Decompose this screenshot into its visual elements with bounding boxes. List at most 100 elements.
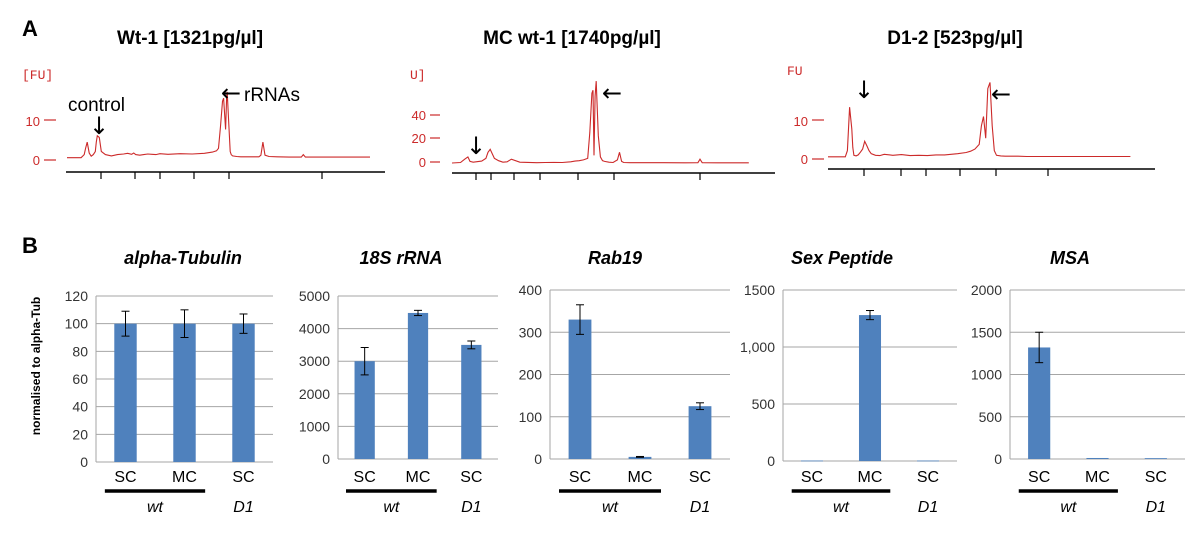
x-category-label: SC: [232, 469, 254, 486]
rrna-arrow-icon: ←: [991, 80, 1011, 108]
control-arrow-icon: ↓: [466, 132, 486, 160]
y-tick-label: 0: [534, 451, 542, 467]
x-category-label: SC: [801, 469, 823, 486]
x-category-label: MC: [1085, 469, 1110, 486]
electropherogram-2-ytick-0: 0: [419, 155, 426, 170]
y-tick-label: 3000: [299, 353, 330, 369]
x-category-label: SC: [689, 469, 711, 486]
electropherogram-3-ytick-0: 0: [801, 152, 808, 167]
bar: [1086, 457, 1109, 459]
y-tick-label: 100: [519, 409, 543, 425]
annotation-rrnas-label: rRNAs: [244, 85, 300, 106]
control-arrow-icon: ↓: [89, 112, 109, 140]
y-tick-label: 500: [979, 409, 1003, 425]
y-tick-label: 60: [72, 371, 88, 387]
bar: [173, 323, 196, 462]
y-tick-label: 20: [72, 426, 88, 442]
bar-chart-18s-rrna: 18S rRNA 0 1000 2000 3000 4000 5000 SC MC SC wt D1: [299, 248, 498, 516]
x-category-label: SC: [354, 469, 376, 486]
y-tick-label: 120: [65, 288, 89, 304]
bar: [1144, 458, 1167, 459]
y-tick-label: 0: [322, 451, 330, 467]
electropherogram-3-trace: [828, 82, 1131, 158]
y-tick-label: 0: [994, 451, 1002, 467]
electropherogram-1-ytick-0: 0: [33, 153, 40, 168]
y-tick-label: 1000: [299, 418, 330, 434]
electropherogram-2-unit: U]: [410, 68, 426, 83]
bar: [232, 323, 255, 462]
bar-chart-msa: MSA 0 500 1000 1500 2000 SC MC SC wt D1: [971, 248, 1185, 516]
electropherogram-2-ytick-20: 20: [412, 131, 426, 146]
x-category-label: SC: [569, 469, 591, 486]
group-label-d1: D1: [1146, 499, 1166, 516]
bar: [688, 406, 712, 459]
y-tick-label: 1500: [744, 282, 775, 298]
rrna-arrow-icon: ←: [221, 79, 241, 107]
y-tick-label: 80: [72, 343, 88, 359]
bar: [461, 344, 482, 459]
bar: [800, 460, 824, 462]
electropherogram-2-ytick-40: 40: [412, 108, 426, 123]
annotation-control-label: control: [68, 95, 125, 116]
bar: [628, 456, 652, 459]
bar: [407, 312, 429, 459]
x-category-label: MC: [172, 469, 197, 486]
y-tick-label: 200: [519, 367, 543, 383]
x-category-label: SC: [1145, 469, 1167, 486]
group-label-wt: wt: [383, 499, 400, 516]
y-tick-label: 0: [80, 454, 88, 470]
electropherogram-2-trace: [451, 81, 749, 164]
x-category-label: MC: [406, 469, 431, 486]
bar: [354, 361, 375, 459]
group-label-d1: D1: [918, 499, 938, 516]
y-tick-label: 500: [752, 396, 776, 412]
bar-chart-title: 18S rRNA: [359, 248, 442, 268]
x-category-label: SC: [1028, 469, 1050, 486]
electropherogram-3-unit: FU: [787, 64, 803, 79]
electropherogram-1: Wt-1 [1321pg/µl] [FU] 10 0 control ↓ ← r…: [22, 28, 385, 179]
y-tick-label: 400: [519, 282, 543, 298]
x-category-label: SC: [460, 469, 482, 486]
electropherogram-1-title: Wt-1 [1321pg/µl]: [117, 28, 263, 49]
y-tick-label: 100: [65, 316, 89, 332]
bar-chart-sex-peptide: Sex Peptide 0 500 1,000 1500 SC MC SC wt D1: [740, 248, 957, 516]
electropherogram-3-ytick-10: 10: [794, 114, 808, 129]
group-label-d1: D1: [461, 499, 481, 516]
group-label-d1: D1: [690, 499, 710, 516]
x-category-label: SC: [114, 469, 136, 486]
bar-chart-alpha-tubulin: alpha-Tubulin 0 20 40 60 80 100 120 SC MC SC wt D1: [65, 248, 273, 516]
group-label-wt: wt: [833, 499, 850, 516]
y-tick-label: 300: [519, 324, 543, 340]
rrna-arrow-icon: ←: [602, 79, 622, 107]
y-tick-label: 1000: [971, 367, 1002, 383]
bar: [114, 323, 137, 462]
y-tick-label: 5000: [299, 288, 330, 304]
bar: [1028, 347, 1051, 459]
bar: [568, 319, 592, 459]
group-label-wt: wt: [147, 499, 164, 516]
y-tick-label: 40: [72, 399, 88, 415]
electropherogram-2-title: MC wt-1 [1740pg/µl]: [483, 28, 661, 49]
x-category-label: SC: [917, 469, 939, 486]
electropherogram-3-title: D1-2 [523pg/µl]: [887, 28, 1023, 49]
y-tick-label: 1500: [971, 324, 1002, 340]
bar-chart-rab19: Rab19 0 100 200 300 400 SC MC SC wt D1: [519, 248, 730, 516]
y-axis-label: normalised to alpha-Tub: [29, 297, 43, 435]
group-label-wt: wt: [602, 499, 619, 516]
group-label-d1: D1: [233, 499, 253, 516]
panel-b-letter: B: [22, 233, 38, 258]
bar: [858, 315, 882, 461]
bar-chart-title: MSA: [1050, 248, 1090, 268]
y-tick-label: 2000: [299, 386, 330, 402]
electropherogram-3: D1-2 [523pg/µl] FU 10 0 ↓ ←: [787, 28, 1155, 176]
panel-a-letter: A: [22, 16, 38, 41]
control-arrow-icon: ↓: [854, 76, 874, 104]
x-category-label: MC: [858, 469, 883, 486]
bar-chart-title: Sex Peptide: [791, 248, 893, 268]
group-label-wt: wt: [1060, 499, 1077, 516]
y-tick-label: 0: [767, 453, 775, 469]
electropherogram-1-ytick-10: 10: [26, 114, 40, 129]
electropherogram-1-trace: [67, 91, 370, 159]
electropherogram-2: MC wt-1 [1740pg/µl] U] 40 20 0 ↓ ←: [410, 28, 775, 180]
